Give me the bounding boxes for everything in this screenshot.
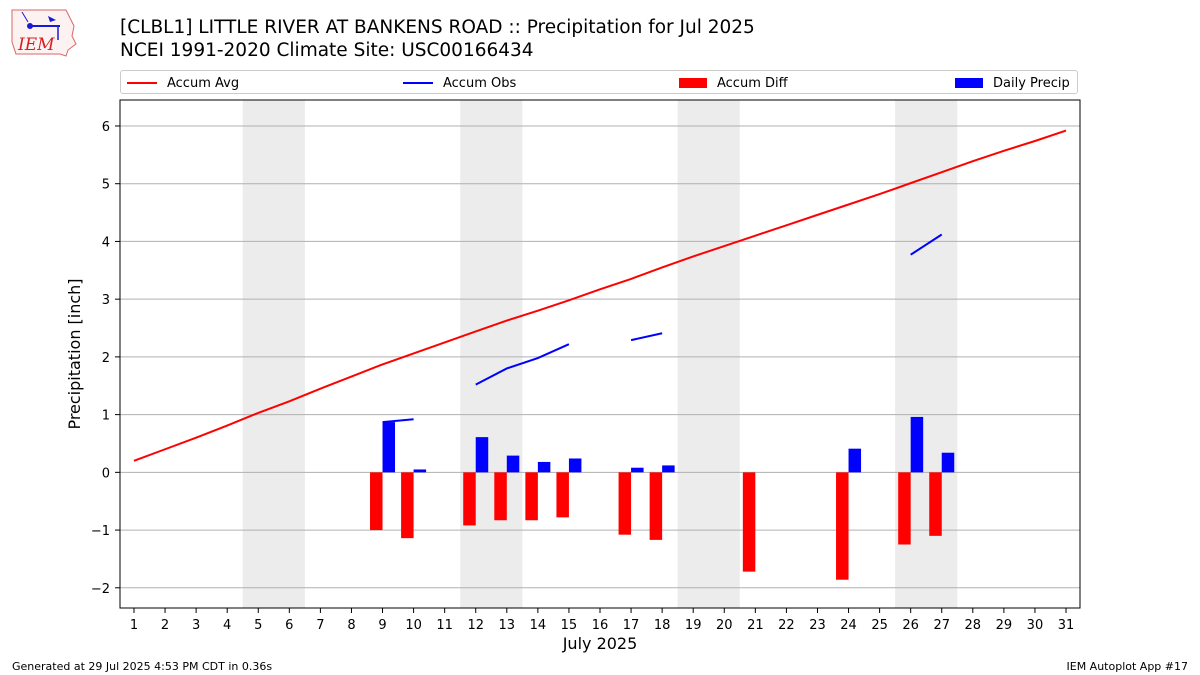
accum-diff-bar xyxy=(525,472,538,521)
accum-diff-bar xyxy=(898,472,911,545)
x-tick-label: 15 xyxy=(561,618,578,633)
y-tick-label: 1 xyxy=(102,409,110,424)
legend-item-accum-obs: Accum Obs xyxy=(403,74,516,92)
accum-diff-bar xyxy=(463,472,476,526)
weekend-band xyxy=(677,100,740,608)
x-tick-label: 14 xyxy=(530,618,547,633)
legend-item-daily-precip: Daily Precip xyxy=(955,74,1070,92)
x-tick-label: 21 xyxy=(747,618,764,633)
y-tick-label: −1 xyxy=(91,524,110,539)
daily-precip-bar xyxy=(475,437,489,473)
x-tick-label: 30 xyxy=(1027,618,1044,633)
y-tick-label: 2 xyxy=(102,351,110,366)
daily-precip-bar xyxy=(848,448,862,473)
legend-item-accum-diff: Accum Diff xyxy=(679,74,788,92)
daily-precip-bar xyxy=(537,461,551,473)
y-tick-label: 0 xyxy=(102,466,110,481)
footer-app: IEM Autoplot App #17 xyxy=(1066,660,1189,673)
accum-diff-bar xyxy=(929,472,942,536)
x-tick-label: 10 xyxy=(405,618,422,633)
legend-label-accum-diff: Accum Diff xyxy=(717,75,788,91)
chart-subtitle: NCEI 1991-2020 Climate Site: USC00166434 xyxy=(120,40,534,61)
x-tick-label: 22 xyxy=(778,618,795,633)
daily-precip-bar xyxy=(662,465,675,473)
weekend-band xyxy=(460,100,523,608)
accum-diff-bar xyxy=(494,472,507,521)
x-tick-label: 7 xyxy=(316,618,324,633)
accum-diff-bar xyxy=(556,472,569,518)
x-tick-label: 6 xyxy=(285,618,293,633)
y-tick-label: 5 xyxy=(102,178,110,193)
accum-obs-line xyxy=(382,233,943,424)
y-tick-label: −2 xyxy=(91,582,110,597)
x-tick-label: 2 xyxy=(161,618,169,633)
x-tick-label: 8 xyxy=(347,618,355,633)
accum-diff-bar xyxy=(370,472,383,531)
x-tick-label: 1 xyxy=(130,618,138,633)
x-tick-label: 18 xyxy=(654,618,671,633)
chart-title: [CLBL1] LITTLE RIVER AT BANKENS ROAD :: … xyxy=(120,17,755,38)
x-tick-label: 31 xyxy=(1058,618,1075,633)
legend-label-accum-avg: Accum Avg xyxy=(167,75,240,91)
daily-precip-bar xyxy=(631,467,644,473)
daily-precip-bar xyxy=(941,452,955,473)
accum-avg-line xyxy=(133,129,1067,462)
daily-precip-bar xyxy=(910,416,924,473)
legend-label-accum-obs: Accum Obs xyxy=(443,75,517,91)
footer-generated: Generated at 29 Jul 2025 4:53 PM CDT in … xyxy=(12,660,273,673)
legend-label-daily-precip: Daily Precip xyxy=(993,75,1070,91)
accum-diff-bar xyxy=(836,472,849,580)
x-tick-label: 19 xyxy=(685,618,702,633)
legend-swatch-daily-precip xyxy=(955,78,983,88)
accum-diff-bar xyxy=(401,472,414,539)
accum-diff-bar xyxy=(742,472,756,572)
daily-precip-bar xyxy=(382,422,396,473)
x-tick-label: 23 xyxy=(809,618,826,633)
daily-precip-bar xyxy=(413,469,427,473)
x-tick-label: 25 xyxy=(871,618,888,633)
x-tick-label: 28 xyxy=(965,618,982,633)
logo-text: IEM xyxy=(17,35,55,55)
x-axis-label: July 2025 xyxy=(562,634,638,653)
x-tick-label: 13 xyxy=(499,618,516,633)
x-tick-label: 26 xyxy=(902,618,919,633)
x-tick-label: 27 xyxy=(933,618,950,633)
weekend-band xyxy=(242,100,305,608)
daily-precip-bar xyxy=(506,455,520,473)
y-axis-label: Precipitation [inch] xyxy=(65,278,84,429)
x-tick-label: 17 xyxy=(623,618,640,633)
y-tick-label: 3 xyxy=(102,293,110,308)
x-tick-label: 9 xyxy=(378,618,386,633)
legend-swatch-accum-avg xyxy=(127,82,157,84)
legend: Accum Avg Accum Obs Accum Diff Daily Pre… xyxy=(120,70,1078,94)
x-tick-label: 5 xyxy=(254,618,262,633)
legend-item-accum-avg: Accum Avg xyxy=(127,74,239,92)
x-tick-label: 16 xyxy=(592,618,609,633)
x-tick-label: 3 xyxy=(192,618,200,633)
plot-frame xyxy=(119,99,1081,609)
accum-diff-bar xyxy=(618,472,632,535)
x-tick-label: 4 xyxy=(223,618,231,633)
y-tick-label: 4 xyxy=(102,235,110,250)
y-tick-label: 6 xyxy=(102,120,110,135)
x-tick-label: 12 xyxy=(467,618,484,633)
x-tick-label: 29 xyxy=(996,618,1013,633)
x-tick-label: 24 xyxy=(840,618,857,633)
x-tick-label: 20 xyxy=(716,618,733,633)
iem-logo: IEM xyxy=(11,9,77,57)
legend-swatch-accum-diff xyxy=(679,78,707,88)
accum-diff-bar xyxy=(649,472,663,540)
legend-swatch-accum-obs xyxy=(403,82,433,84)
daily-precip-bar xyxy=(568,458,582,473)
x-tick-label: 11 xyxy=(436,618,453,633)
